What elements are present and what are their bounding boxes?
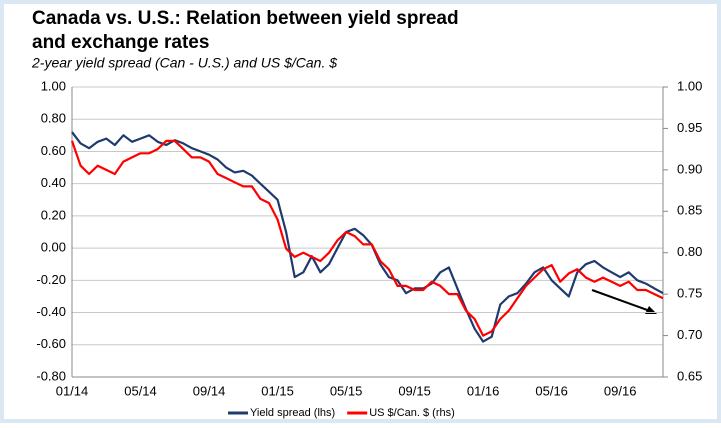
legend-label: US $/Can. $ (rhs)	[369, 407, 455, 419]
arrow-head	[645, 306, 657, 314]
y2-tick-label: 0.95	[677, 120, 702, 135]
y2-tick-label: 0.90	[677, 161, 702, 176]
y-tick-label: 0.00	[41, 240, 66, 255]
y2-tick-label: 1.00	[677, 78, 702, 93]
x-tick-label: 05/15	[330, 383, 363, 398]
y-tick-label: -0.40	[36, 304, 66, 319]
x-tick-label: 01/14	[56, 383, 89, 398]
x-tick-label: 01/16	[467, 383, 500, 398]
x-tick-label: 09/14	[193, 383, 226, 398]
y2-tick-label: 0.80	[677, 244, 702, 259]
series-line	[71, 131, 664, 343]
y-tick-label: 0.80	[41, 111, 66, 126]
y-tick-label: 0.40	[41, 175, 66, 190]
y2-tick-label: 0.65	[677, 368, 702, 383]
series-line	[70, 139, 664, 337]
x-tick-label: 01/15	[261, 383, 294, 398]
chart-subtitle: 2-year yield spread (Can - U.S.) and US …	[31, 55, 337, 71]
x-tick-label: 09/16	[604, 383, 637, 398]
y-tick-label: -0.60	[36, 336, 66, 351]
y2-tick-label: 0.70	[677, 327, 702, 342]
y-tick-label: 0.20	[41, 207, 66, 222]
background	[4, 4, 717, 419]
y2-tick-label: 0.75	[677, 286, 702, 301]
y-tick-label: -0.20	[36, 272, 66, 287]
y-tick-label: 0.60	[41, 143, 66, 158]
y-tick-label: 1.00	[41, 78, 66, 93]
x-tick-label: 05/14	[124, 383, 157, 398]
chart-title-line1: Canada vs. U.S.: Relation between yield …	[32, 8, 459, 29]
chart-title-line2: and exchange rates	[32, 32, 209, 53]
annotation-arrow	[591, 289, 651, 312]
y2-tick-label: 0.85	[677, 203, 702, 218]
x-tick-label: 09/15	[398, 383, 431, 398]
legend-label: Yield spread (lhs)	[250, 407, 335, 419]
x-tick-label: 05/16	[535, 383, 568, 398]
y-tick-label: -0.80	[36, 368, 66, 383]
